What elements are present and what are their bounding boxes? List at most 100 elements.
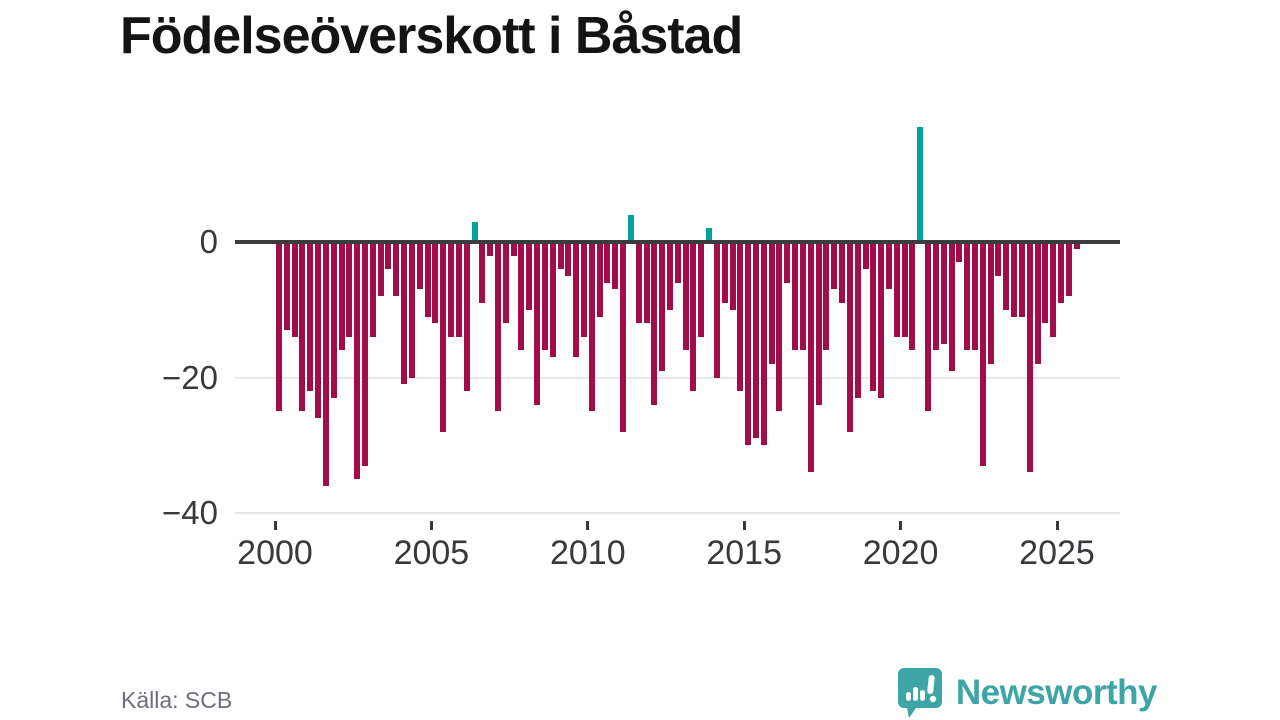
bar	[760, 242, 767, 446]
newsworthy-logo: Newsworthy	[897, 668, 1158, 718]
bar	[815, 242, 822, 405]
bar	[369, 242, 376, 337]
bar	[588, 242, 595, 412]
bar	[416, 242, 423, 290]
bar	[706, 228, 713, 242]
bar	[1058, 242, 1064, 303]
bar	[627, 214, 634, 242]
bar	[596, 242, 603, 317]
x-axis-tick-mark	[1055, 521, 1059, 530]
x-axis-tick-label: 2015	[706, 534, 782, 572]
bar	[901, 242, 908, 337]
bar	[549, 242, 556, 358]
bar	[377, 242, 384, 297]
bar	[713, 242, 720, 378]
bar	[580, 242, 587, 337]
x-axis-tick-mark	[429, 521, 433, 530]
x-axis-tick-label: 2005	[393, 534, 470, 572]
zero-axis-line	[235, 240, 1120, 244]
bar	[729, 242, 736, 310]
x-axis-tick-label: 2000	[237, 534, 313, 572]
bar	[776, 242, 783, 412]
bar	[987, 242, 994, 364]
bar	[784, 242, 791, 283]
bar	[1018, 242, 1025, 317]
bar	[948, 242, 955, 371]
bar	[1050, 242, 1057, 337]
y-axis-tick-label: −20	[162, 358, 218, 396]
bar	[917, 126, 924, 242]
bar	[1042, 242, 1049, 324]
bar	[534, 242, 541, 405]
bar	[393, 242, 400, 297]
bar	[909, 242, 916, 351]
bar	[635, 242, 642, 324]
y-axis-tick-label: −40	[162, 494, 218, 531]
bar	[995, 242, 1002, 276]
bar	[940, 242, 947, 344]
bar	[307, 242, 314, 392]
bar	[823, 242, 830, 351]
bar	[667, 242, 673, 310]
bar	[510, 242, 517, 256]
bar	[971, 242, 978, 351]
bar	[885, 242, 892, 290]
x-axis-tick-label: 2010	[549, 534, 626, 572]
bar	[799, 242, 806, 351]
bar	[862, 242, 869, 270]
chart-title: Födelseöverskott i Båstad	[120, 7, 743, 65]
bar	[408, 242, 415, 378]
bar	[557, 242, 564, 270]
bar	[502, 242, 509, 324]
bar	[768, 242, 775, 364]
bar	[448, 242, 455, 337]
bar	[870, 242, 877, 392]
bar	[463, 242, 470, 392]
bar	[432, 242, 439, 324]
bar	[424, 242, 431, 317]
bar	[1011, 242, 1018, 317]
bar	[401, 242, 408, 385]
bar	[839, 242, 846, 303]
newsworthy-speech-bubble-chart-icon	[897, 668, 942, 718]
y-axis-tick-label: 0	[199, 223, 218, 260]
bar	[322, 242, 329, 486]
bar	[315, 242, 322, 419]
bar	[979, 242, 986, 466]
bar	[604, 242, 611, 283]
bar	[721, 242, 728, 303]
x-axis-tick-mark	[742, 521, 746, 530]
x-axis-tick-label: 2025	[1019, 534, 1095, 572]
bar	[494, 242, 501, 412]
bar	[299, 242, 306, 412]
bar	[1034, 242, 1041, 364]
source-caption: Källa: SCB	[121, 687, 233, 713]
x-axis-tick-mark	[586, 521, 590, 530]
bar	[291, 242, 298, 337]
bar	[565, 242, 572, 276]
bar	[698, 242, 705, 337]
x-axis-tick-label: 2020	[862, 534, 939, 572]
x-axis-tick-mark	[899, 521, 903, 530]
bar	[745, 242, 752, 446]
bar	[1065, 242, 1072, 297]
bar	[682, 242, 689, 351]
bar	[659, 242, 666, 371]
bar	[878, 242, 885, 398]
bar	[690, 242, 697, 392]
bar	[440, 242, 447, 432]
x-axis-tick-mark	[273, 521, 277, 530]
bar	[925, 242, 932, 412]
gridline	[235, 512, 1120, 514]
bar	[362, 242, 369, 466]
bar	[932, 242, 939, 351]
bar	[573, 242, 580, 358]
bar	[479, 242, 486, 303]
newsworthy-logo-text: Newsworthy	[955, 673, 1158, 712]
bar	[893, 242, 900, 337]
bar	[854, 242, 861, 398]
bar	[737, 242, 744, 392]
bar	[964, 242, 971, 351]
bar	[1003, 242, 1010, 310]
